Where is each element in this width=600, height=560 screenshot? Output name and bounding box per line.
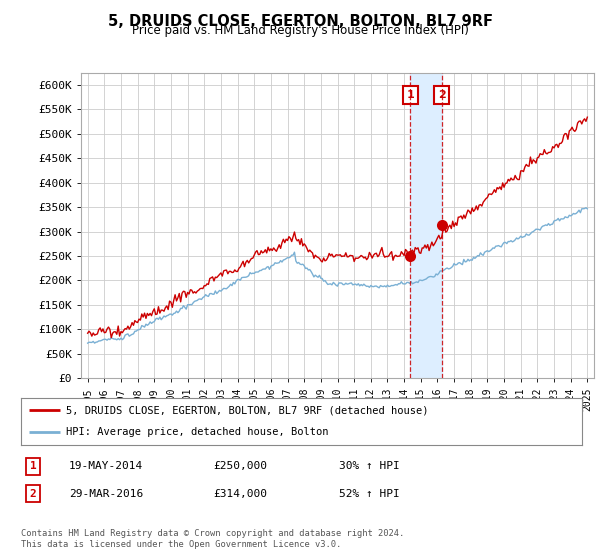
- Text: 19-MAY-2014: 19-MAY-2014: [69, 461, 143, 472]
- Bar: [410, 73, 442, 378]
- Text: 29-MAR-2016: 29-MAR-2016: [69, 489, 143, 499]
- Text: £314,000: £314,000: [213, 489, 267, 499]
- Text: Price paid vs. HM Land Registry's House Price Index (HPI): Price paid vs. HM Land Registry's House …: [131, 24, 469, 37]
- Text: 5, DRUIDS CLOSE, EGERTON, BOLTON, BL7 9RF (detached house): 5, DRUIDS CLOSE, EGERTON, BOLTON, BL7 9R…: [66, 405, 428, 416]
- Text: 1: 1: [29, 461, 37, 472]
- Text: 5, DRUIDS CLOSE, EGERTON, BOLTON, BL7 9RF: 5, DRUIDS CLOSE, EGERTON, BOLTON, BL7 9R…: [107, 14, 493, 29]
- Text: £250,000: £250,000: [213, 461, 267, 472]
- Text: 30% ↑ HPI: 30% ↑ HPI: [339, 461, 400, 472]
- Text: 2: 2: [29, 489, 37, 499]
- Text: 52% ↑ HPI: 52% ↑ HPI: [339, 489, 400, 499]
- Text: 1: 1: [406, 90, 414, 100]
- Text: Contains HM Land Registry data © Crown copyright and database right 2024.
This d: Contains HM Land Registry data © Crown c…: [21, 529, 404, 549]
- Text: HPI: Average price, detached house, Bolton: HPI: Average price, detached house, Bolt…: [66, 427, 328, 437]
- Text: 2: 2: [438, 90, 445, 100]
